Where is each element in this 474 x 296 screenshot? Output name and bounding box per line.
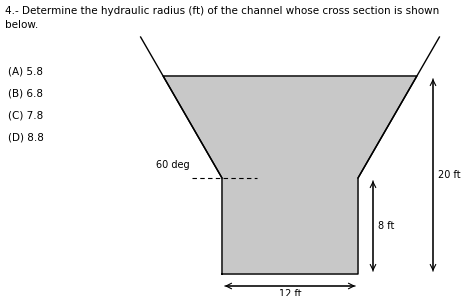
Text: (D) 8.8: (D) 8.8 (8, 132, 44, 142)
Text: 12 ft: 12 ft (279, 289, 301, 296)
Text: (C) 7.8: (C) 7.8 (8, 110, 43, 120)
Text: (B) 6.8: (B) 6.8 (8, 88, 43, 98)
Text: 60 deg: 60 deg (156, 160, 190, 170)
Text: (A) 5.8: (A) 5.8 (8, 66, 43, 76)
Polygon shape (163, 76, 417, 274)
Text: 20 ft: 20 ft (438, 170, 461, 180)
Text: 4.- Determine the hydraulic radius (ft) of the channel whose cross section is sh: 4.- Determine the hydraulic radius (ft) … (5, 6, 439, 30)
Text: 8 ft: 8 ft (378, 221, 394, 231)
